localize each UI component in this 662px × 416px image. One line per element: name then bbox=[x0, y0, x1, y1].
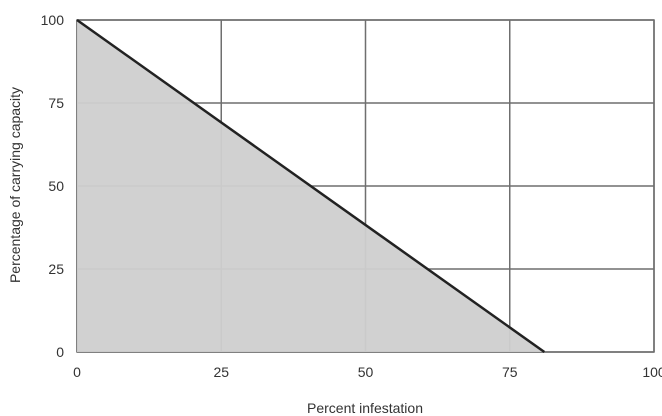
x-tick-label-100: 100 bbox=[642, 364, 662, 380]
x-tick-label-25: 25 bbox=[213, 364, 229, 380]
x-tick-label-0: 0 bbox=[73, 364, 81, 380]
y-tick-label-0: 0 bbox=[56, 344, 64, 360]
y-tick-label-25: 25 bbox=[48, 261, 64, 277]
x-tick-label-75: 75 bbox=[502, 364, 518, 380]
y-axis-label: Percentage of carrying capacity bbox=[7, 87, 23, 283]
x-axis-label: Percent infestation bbox=[307, 400, 423, 416]
y-tick-label-100: 100 bbox=[41, 12, 65, 28]
y-tick-label-75: 75 bbox=[48, 95, 64, 111]
y-tick-label-50: 50 bbox=[48, 178, 64, 194]
x-tick-label-50: 50 bbox=[358, 364, 374, 380]
